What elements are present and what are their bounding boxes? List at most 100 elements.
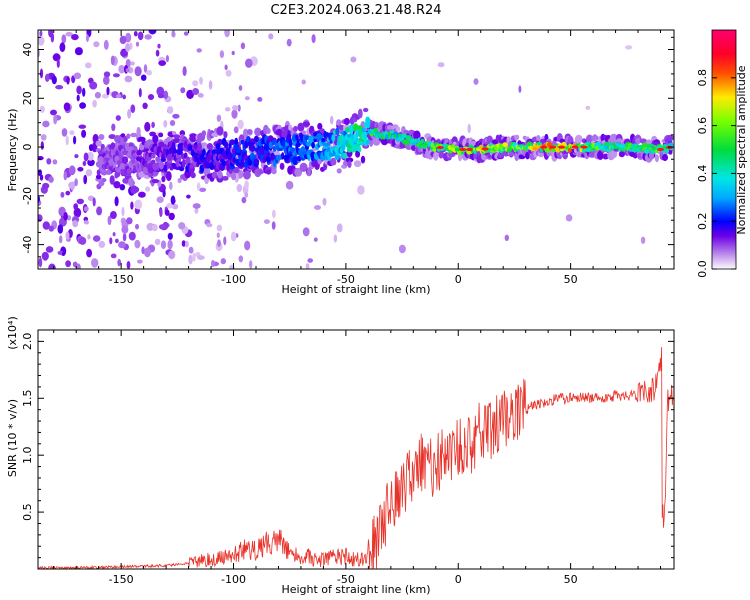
spectrogram-noise-cell [76, 198, 85, 205]
colorbar-strip [712, 89, 736, 91]
spectrogram-ridge-cell [169, 166, 174, 171]
colorbar-strip [712, 116, 736, 118]
spectrogram-noise-cell [78, 236, 87, 245]
snr-series-line [38, 347, 674, 569]
spectrogram-ridge-cell [183, 140, 188, 149]
colorbar: 0.0 0.2 0.4 0.6 0.8 Normalized spectral ampl… [696, 29, 748, 278]
colorbar-strip [712, 226, 736, 228]
spectrogram-noise-cell [115, 238, 119, 244]
spectrogram-noise-cell [244, 192, 249, 198]
spectrogram-ridge-cell [215, 143, 221, 150]
spectrogram-noise-cell [76, 94, 80, 102]
spectrogram-noise-cell [119, 184, 126, 191]
colorbar-strip [712, 203, 736, 205]
spectrogram-noise-cell [302, 227, 310, 237]
colorbar-strip [712, 88, 736, 90]
colorbar-strip [712, 219, 736, 221]
spectrogram-halo-cell [666, 134, 674, 142]
spectrogram-noise-cell [46, 158, 52, 165]
spectrogram-noise-cell [127, 109, 132, 119]
spectrogram-ridge-cell [365, 122, 371, 129]
colorbar-strip [712, 30, 736, 32]
spectrogram-halo-cell [120, 133, 126, 138]
spectrogram-noise-cell [76, 85, 82, 95]
spectrogram-noise-cell [168, 212, 175, 221]
spectrogram-noise-cell [236, 184, 243, 192]
spectrogram-noise-cell [61, 34, 67, 44]
spectrogram-noise-cell [110, 253, 117, 259]
colorbar-strip [712, 193, 736, 195]
spectrogram-marks [38, 30, 674, 269]
spectrogram-noise-cell [147, 94, 155, 100]
spectrogram-ridge-cell [343, 152, 348, 159]
spectrogram-ridge-cell [421, 144, 427, 148]
spectrogram-noise-cell [122, 233, 127, 242]
spectrogram-noise-cell [329, 115, 334, 125]
colorbar-strip [712, 38, 736, 40]
colorbar-strip [712, 214, 736, 216]
colorbar-strip [712, 222, 736, 224]
colorbar-strip [712, 267, 736, 269]
spectrogram-noise-cell [87, 234, 91, 240]
colorbar-strip [712, 159, 736, 161]
spectrogram-noise-cell [154, 238, 161, 246]
spectrogram-noise-cell [60, 191, 65, 198]
spectrogram-noise-cell [333, 234, 338, 243]
colorbar-strip [712, 185, 736, 187]
spectrogram-noise-cell [216, 114, 222, 123]
spectrogram-noise-cell [113, 181, 121, 189]
colorbar-strip [712, 174, 736, 176]
colorbar-strip [712, 220, 736, 222]
spectrogram-noise-cell [115, 115, 121, 121]
spectrogram-noise-cell [39, 174, 44, 181]
x-tick-label: 50 [564, 273, 578, 286]
snr-panel: -150 -100 -50 0 50 0.5 1.0 1.5 2.0 Height of st… [6, 316, 675, 596]
colorbar-strip [712, 131, 736, 133]
spectrogram-noise-cell [156, 196, 164, 203]
colorbar-strip [712, 224, 736, 226]
spectrogram-noise-cell [565, 214, 573, 222]
spectrogram-ridge-cell [136, 149, 142, 156]
colorbar-strip [712, 34, 736, 36]
spectrogram-ridge-cell [346, 146, 353, 153]
colorbar-strip [712, 52, 736, 54]
snr-x-axis-label: Height of straight line (km) [281, 583, 430, 596]
colorbar-strip [712, 71, 736, 73]
spectrogram-noise-cell [134, 239, 141, 249]
colorbar-strip [712, 177, 736, 179]
spectrogram-halo-cell [231, 171, 236, 181]
spectrogram-noise-cell [163, 90, 169, 100]
colorbar-strip [712, 200, 736, 202]
spectrogram-ridge-cell [275, 154, 282, 161]
colorbar-strip [712, 258, 736, 260]
x-tick-label: -50 [337, 273, 355, 286]
spectrogram-ridge-cell [349, 125, 354, 135]
colorbar-tick-label: 0.8 [696, 69, 709, 87]
spectrogram-noise-cell [160, 240, 167, 249]
spectrogram-halo-cell [189, 133, 197, 143]
spectrogram-halo-cell [128, 177, 134, 187]
colorbar-strip [712, 173, 736, 175]
spectrogram-peak-cell [571, 145, 579, 149]
colorbar-strip [712, 260, 736, 262]
spectrogram-ridge-cell [156, 145, 162, 154]
spectrogram-noise-cell [45, 246, 54, 253]
spectrogram-ridge-cell [267, 135, 274, 143]
colorbar-strip [712, 73, 736, 75]
spectrogram-ridge-cell [416, 138, 421, 144]
spectrogram-noise-cell [63, 102, 71, 111]
colorbar-strip [712, 180, 736, 182]
spectrogram-noise-cell [238, 85, 243, 91]
colorbar-strip [712, 231, 736, 233]
spectrogram-noise-cell [101, 93, 109, 99]
spectrogram-noise-cell [38, 35, 45, 46]
spectrogram-noise-cell [185, 240, 189, 248]
spectrogram-noise-cell [135, 41, 140, 47]
spectrogram-noise-cell [640, 236, 646, 244]
spectrogram-halo-cell [336, 119, 342, 126]
spectrogram-noise-cell [155, 49, 160, 57]
spectrogram-halo-cell [190, 172, 196, 179]
colorbar-strip [712, 255, 736, 257]
spectrogram-noise-cell [188, 254, 193, 265]
spectrogram-noise-cell [89, 81, 98, 90]
